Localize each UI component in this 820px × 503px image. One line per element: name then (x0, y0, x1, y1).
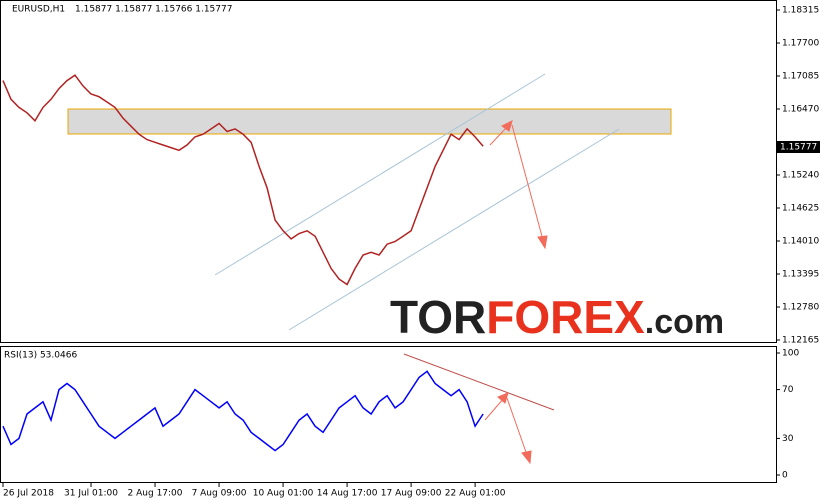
symbol: EURUSD,H1 (12, 5, 65, 15)
series-line (2, 74, 484, 286)
y-tick-label: 1.16470 (782, 105, 819, 115)
price-label: 1.15777 (780, 143, 817, 153)
channel-line (288, 128, 620, 331)
channel-line (214, 73, 546, 276)
trend-line (403, 353, 555, 411)
y-tick-label: 1.12780 (782, 303, 819, 313)
watermark: TORFOREX.com (390, 291, 724, 343)
rsi-label: RSI(13) 53.0466 (4, 351, 77, 361)
x-tick-label: 26 Jul 2018 (3, 489, 54, 499)
x-tick-label: 7 Aug 09:00 (192, 489, 247, 499)
forecast-arrows (484, 120, 548, 465)
y-tick-label: 70 (782, 385, 794, 395)
y-tick-label: 1.12165 (782, 336, 819, 346)
y-tick-label: 1.15240 (782, 171, 819, 181)
y-tick-label: 1.14625 (782, 204, 819, 214)
main-panel (0, 0, 777, 343)
x-tick-label: 22 Aug 01:00 (445, 489, 506, 499)
x-tick-label: 14 Aug 17:00 (317, 489, 378, 499)
rsi-panel (0, 346, 777, 483)
x-tick-label: 31 Jul 01:00 (64, 489, 118, 499)
y-tick-label: 1.13395 (782, 270, 819, 280)
y-tick-label: 0 (782, 471, 788, 481)
series-line (2, 370, 484, 452)
ohlc: 1.15877 1.15877 1.15766 1.15777 (75, 5, 232, 15)
y-tick-label: 30 (782, 434, 794, 444)
y-tick-label: 1.18315 (782, 6, 819, 16)
x-tick-label: 10 Aug 01:00 (253, 489, 314, 499)
y-tick-label: 1.14010 (782, 237, 819, 247)
x-tick-label: 2 Aug 17:00 (128, 489, 183, 499)
x-tick-label: 17 Aug 09:00 (381, 489, 442, 499)
y-tick-label: 100 (782, 349, 799, 359)
y-tick-label: 1.17700 (782, 39, 819, 49)
resistance-zone (67, 108, 672, 135)
price-label-bg (777, 141, 820, 153)
y-tick-label: 1.17085 (782, 72, 819, 82)
